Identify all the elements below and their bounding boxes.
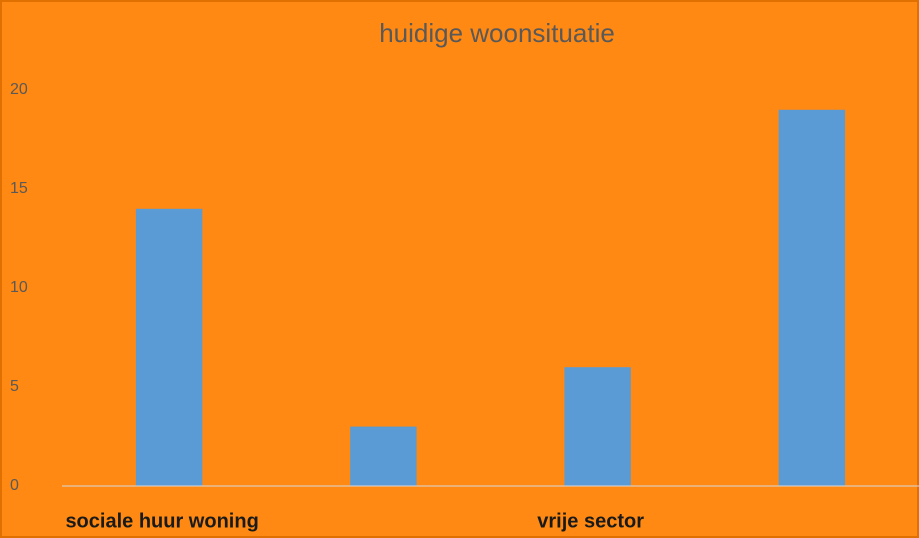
y-tick-label: 5 bbox=[10, 378, 19, 395]
y-tick-label: 15 bbox=[10, 180, 28, 197]
bar bbox=[778, 109, 846, 487]
y-tick-label: 20 bbox=[10, 81, 28, 98]
y-tick-label: 0 bbox=[10, 477, 19, 494]
x-tick-label: sociale huur woning bbox=[65, 510, 258, 532]
bar bbox=[564, 367, 631, 486]
bar bbox=[135, 208, 203, 487]
y-tick-label: 10 bbox=[10, 279, 28, 296]
chart-title: huidige woonsituatie bbox=[379, 18, 615, 48]
bar bbox=[350, 426, 417, 486]
x-tick-label: vrije sector bbox=[537, 510, 644, 532]
